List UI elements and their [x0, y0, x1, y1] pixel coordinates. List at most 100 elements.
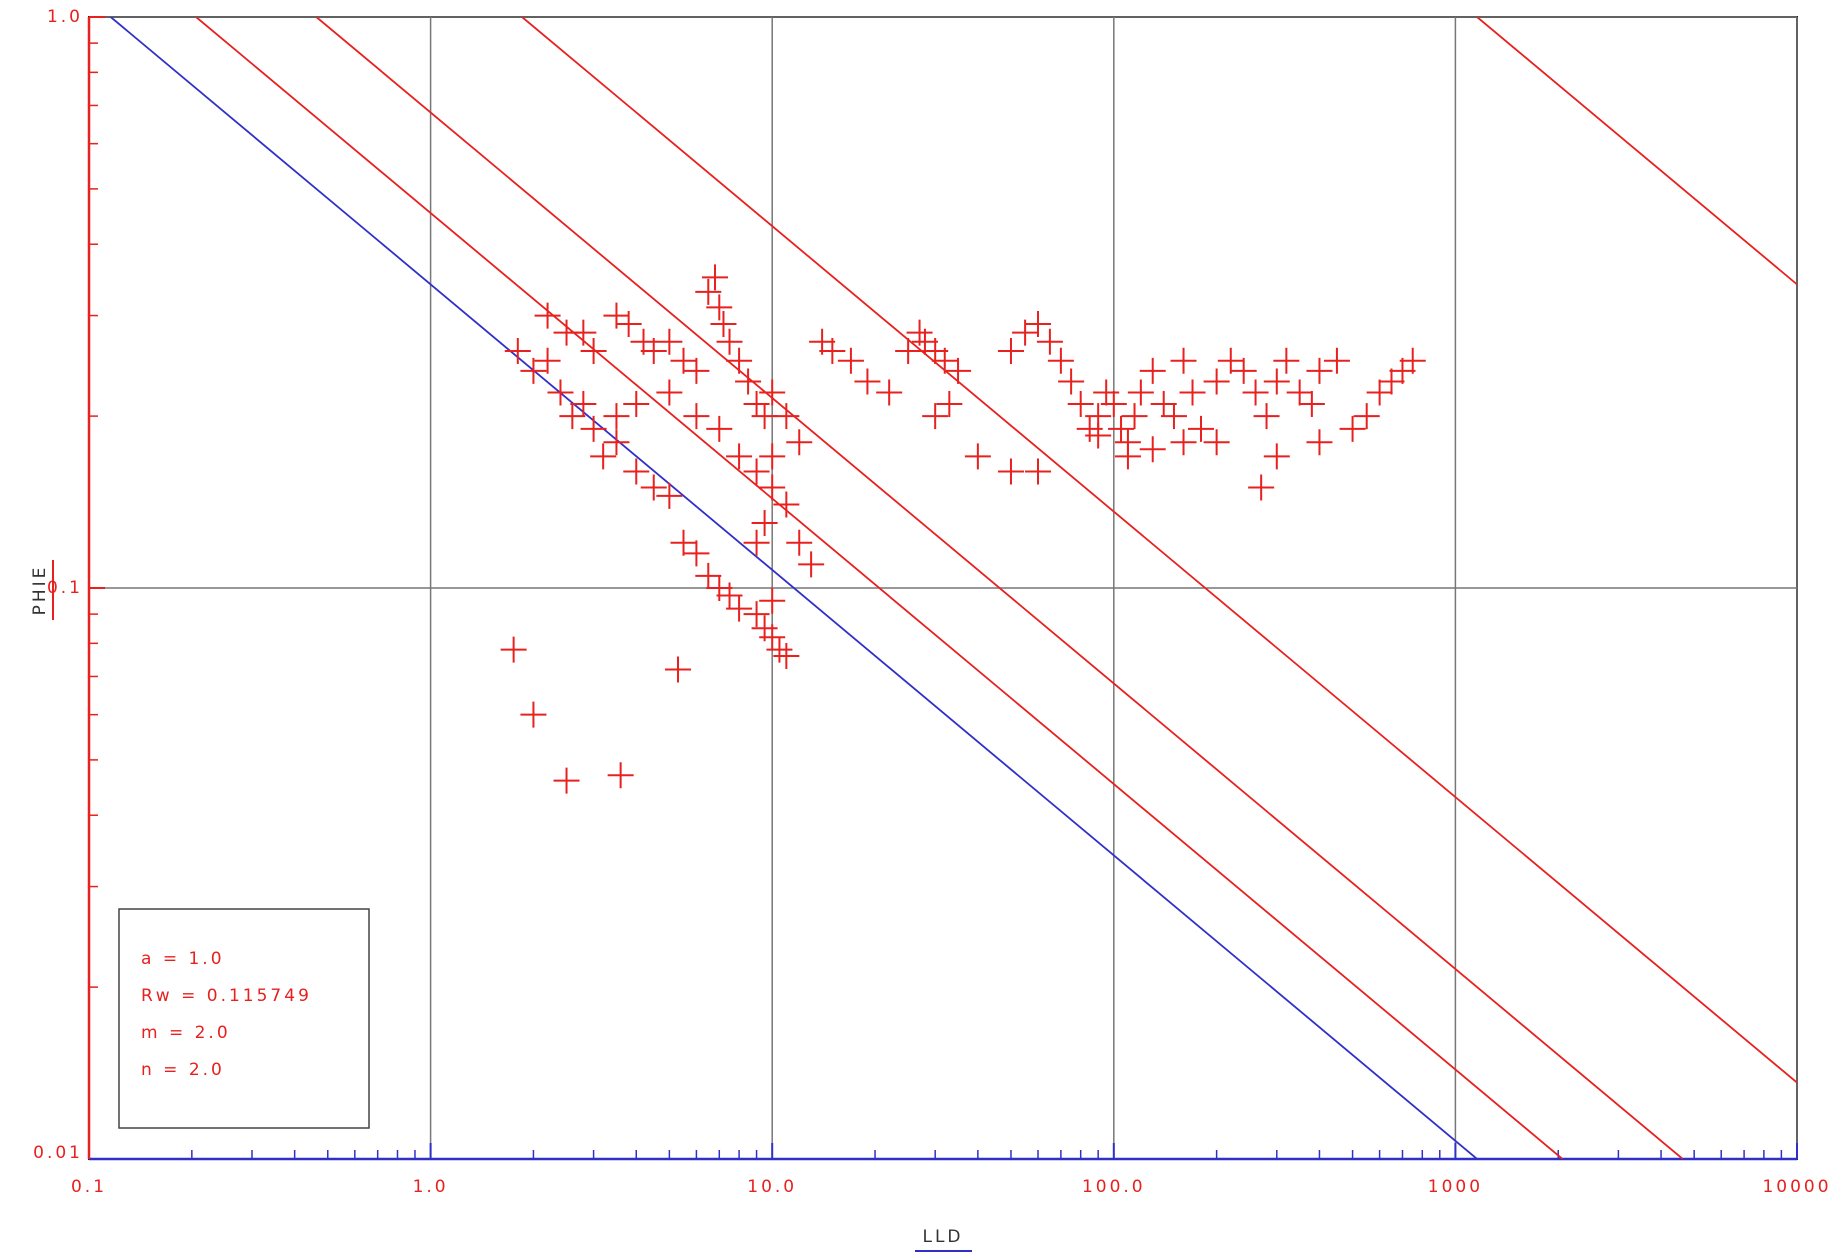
point [603, 429, 630, 456]
point [931, 347, 958, 374]
point [504, 338, 531, 365]
point [1160, 403, 1187, 430]
point [759, 379, 786, 406]
point [759, 474, 786, 501]
point [1170, 347, 1197, 374]
point [500, 636, 527, 663]
point [701, 264, 728, 291]
point [706, 575, 733, 601]
point [640, 474, 667, 501]
point [1025, 310, 1052, 337]
point [607, 762, 634, 789]
x-tick-label: 1.0 [413, 1177, 449, 1197]
y-tick-label: 1.0 [47, 7, 83, 27]
point [1378, 368, 1405, 395]
point [743, 391, 770, 418]
point [1121, 403, 1148, 430]
legend-entry: n = 2.0 [141, 1060, 225, 1080]
point [1139, 436, 1166, 463]
point [773, 491, 800, 518]
point [547, 379, 574, 406]
y-axis-label: PHIE [30, 565, 50, 616]
legend-entry: Rw = 0.115749 [141, 986, 312, 1006]
point [1263, 443, 1290, 470]
point [1286, 379, 1313, 406]
point [1170, 429, 1197, 456]
point [534, 302, 561, 329]
point [997, 458, 1024, 485]
point [603, 403, 630, 430]
point [726, 595, 753, 622]
point [837, 347, 864, 374]
point [726, 443, 753, 470]
point [1242, 379, 1269, 406]
point [936, 391, 963, 418]
point [1263, 368, 1290, 395]
point [670, 529, 697, 556]
point [623, 391, 650, 418]
saturation-line [110, 17, 1478, 1159]
point [1093, 379, 1120, 406]
point [656, 482, 683, 509]
point [773, 403, 800, 430]
point [520, 357, 547, 384]
x-tick-label: 100.0 [1082, 1177, 1146, 1197]
saturation-line [315, 17, 1684, 1159]
point [580, 338, 607, 365]
point [743, 458, 770, 485]
point [922, 403, 949, 430]
point [876, 379, 903, 406]
y-tick-label: 0.01 [33, 1143, 83, 1163]
point [1100, 391, 1127, 418]
point [1248, 474, 1275, 501]
point [786, 529, 813, 556]
point [716, 582, 743, 609]
point [1323, 347, 1350, 374]
point [570, 391, 597, 418]
point [1298, 391, 1325, 418]
legend-entry: a = 1.0 [141, 949, 225, 969]
point [623, 458, 650, 485]
point [706, 415, 733, 442]
point [570, 319, 597, 346]
point [1025, 458, 1052, 485]
point [553, 767, 580, 794]
point [1203, 429, 1230, 456]
point [1114, 443, 1141, 470]
point [1085, 422, 1112, 449]
point [1139, 357, 1166, 384]
point [520, 701, 547, 728]
point [1353, 403, 1380, 430]
point [1253, 403, 1280, 430]
point [710, 310, 737, 337]
point [766, 636, 793, 663]
point [590, 443, 617, 470]
saturation-line [195, 17, 1564, 1159]
point [743, 601, 770, 628]
point [1047, 347, 1074, 374]
point [683, 540, 710, 567]
x-tick-label: 10.0 [747, 1177, 797, 1197]
point [1306, 429, 1333, 456]
point [1036, 328, 1063, 355]
saturation-line [1476, 17, 1797, 286]
point [1389, 357, 1416, 384]
point [1188, 415, 1214, 442]
point [1179, 379, 1206, 406]
x-tick-label: 1000 [1428, 1177, 1483, 1197]
x-axis-label: LLD [922, 1227, 963, 1247]
point [716, 328, 743, 355]
point [1127, 379, 1154, 406]
point [1108, 415, 1135, 442]
point [695, 562, 722, 589]
point [695, 278, 722, 305]
point [559, 403, 586, 430]
point [945, 357, 972, 384]
point [798, 551, 825, 578]
point [665, 656, 692, 683]
point [1217, 347, 1244, 374]
point [759, 624, 786, 651]
point [640, 338, 667, 365]
saturation-line [521, 17, 1797, 1084]
point [1150, 391, 1177, 418]
